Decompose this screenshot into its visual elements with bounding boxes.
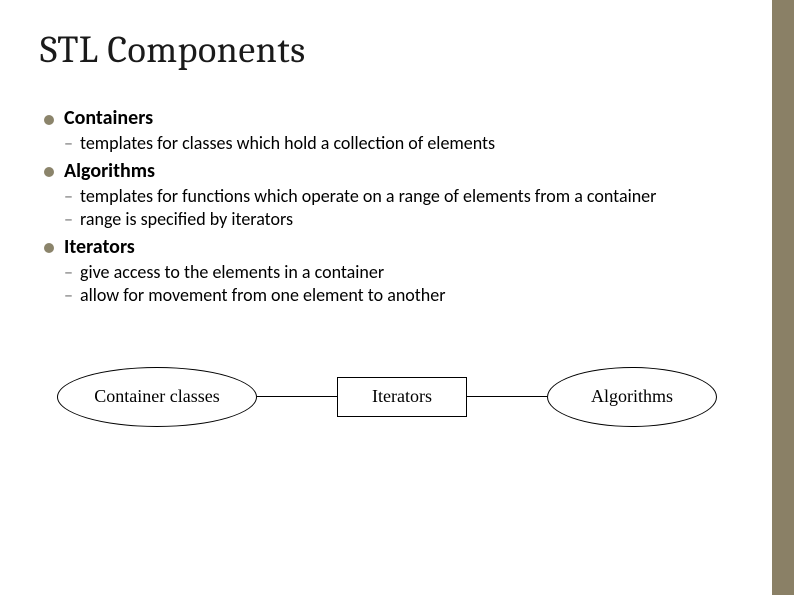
dash-icon: – bbox=[64, 261, 73, 284]
bullet-dot-icon bbox=[44, 243, 54, 253]
subbullet-text: allow for movement from one element to a… bbox=[80, 284, 445, 306]
bullet-algorithms: Algorithms bbox=[40, 159, 754, 183]
subbullet: – range is specified by iterators bbox=[40, 208, 754, 231]
node-iterators: Iterators bbox=[337, 377, 467, 417]
slide-title: STL Components bbox=[40, 28, 754, 72]
dash-icon: – bbox=[64, 284, 73, 307]
slide-content: STL Components Containers – templates fo… bbox=[0, 0, 794, 467]
stl-diagram: Container classes Iterators Algorithms bbox=[57, 347, 737, 447]
subbullet: – templates for functions which operate … bbox=[40, 185, 754, 208]
node-algorithms: Algorithms bbox=[547, 367, 717, 427]
bullet-heading: Algorithms bbox=[64, 159, 155, 183]
subbullet: – give access to the elements in a conta… bbox=[40, 261, 754, 284]
node-label: Iterators bbox=[372, 386, 432, 407]
sidebar-accent bbox=[772, 0, 794, 595]
bullet-containers: Containers bbox=[40, 106, 754, 130]
subbullet-text: range is specified by iterators bbox=[80, 208, 293, 230]
bullet-heading: Iterators bbox=[64, 235, 135, 259]
edge bbox=[257, 396, 337, 397]
dash-icon: – bbox=[64, 208, 73, 231]
node-container-classes: Container classes bbox=[57, 367, 257, 427]
node-label: Container classes bbox=[94, 386, 219, 407]
subbullet-text: templates for classes which hold a colle… bbox=[80, 132, 495, 154]
edge bbox=[467, 396, 547, 397]
bullet-dot-icon bbox=[44, 115, 54, 125]
subbullet-text: give access to the elements in a contain… bbox=[80, 261, 384, 283]
node-label: Algorithms bbox=[591, 386, 673, 407]
subbullet: – templates for classes which hold a col… bbox=[40, 132, 754, 155]
dash-icon: – bbox=[64, 132, 73, 155]
subbullet: – allow for movement from one element to… bbox=[40, 284, 754, 307]
bullet-iterators: Iterators bbox=[40, 235, 754, 259]
dash-icon: – bbox=[64, 185, 73, 208]
subbullet-text: templates for functions which operate on… bbox=[80, 185, 656, 207]
bullet-dot-icon bbox=[44, 167, 54, 177]
bullet-heading: Containers bbox=[64, 106, 153, 130]
